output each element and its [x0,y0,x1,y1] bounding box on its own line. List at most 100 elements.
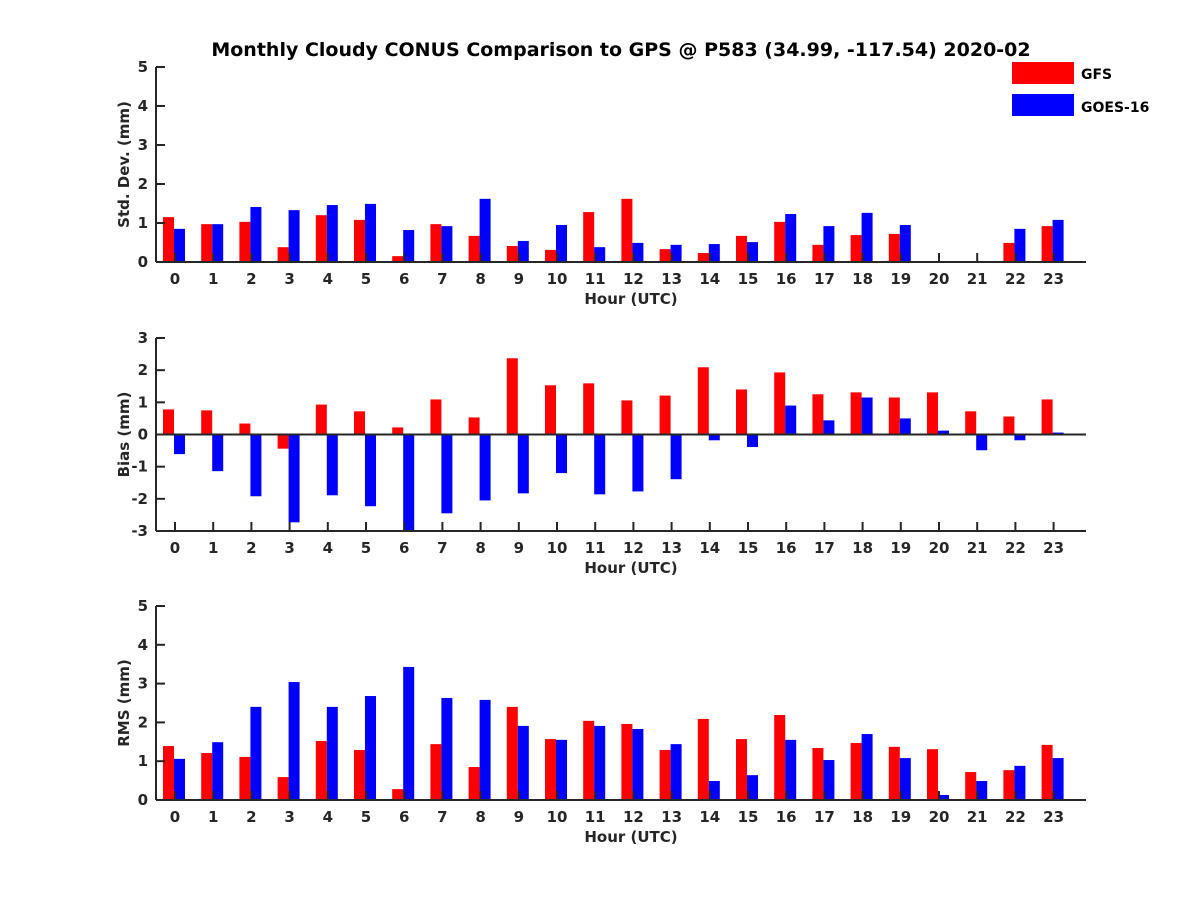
x-tick-label-bias: 6 [399,539,409,557]
bar-stddev-gfs-h12 [621,198,633,262]
x-tick-label-rms: 9 [514,808,524,826]
x-tick-label-bias: 2 [246,539,256,557]
x-tick-label-stddev: 8 [475,270,485,288]
y-tick-label-rms: 5 [138,597,148,615]
bar-rms-gfs-h23 [1041,744,1053,800]
x-tick-label-bias: 11 [585,539,606,557]
y-axis-label-stddev: Std. Dev. (mm) [115,101,133,228]
x-tick-label-stddev: 20 [929,270,950,288]
x-tick-label-stddev: 18 [852,270,873,288]
y-tick-label-bias: 1 [138,393,148,411]
bar-bias-goes16-h18 [861,397,873,435]
bar-rms-gfs-h18 [850,742,862,800]
y-axis-label-rms: RMS (mm) [115,659,133,746]
x-tick-label-rms: 22 [1005,808,1026,826]
x-tick-label-rms: 12 [623,808,644,826]
bar-stddev-goes16-h1 [212,224,224,262]
bar-rms-goes16-h8 [479,699,491,800]
x-tick-label-bias: 0 [170,539,180,557]
bar-rms-goes16-h5 [365,696,376,800]
bar-stddev-gfs-h8 [468,235,480,262]
bar-stddev-goes16-h5 [365,203,376,262]
bar-stddev-goes16-h9 [517,240,529,262]
bar-rms-gfs-h12 [621,723,633,800]
bar-rms-gfs-h19 [888,746,900,800]
bar-stddev-gfs-h13 [659,249,671,262]
x-tick-label-rms: 0 [170,808,180,826]
y-tick-label-rms: 0 [138,791,148,809]
bar-stddev-gfs-h19 [888,233,900,262]
x-tick-label-rms: 5 [361,808,371,826]
x-tick-label-bias: 7 [437,539,447,557]
bar-stddev-gfs-h22 [1003,242,1015,262]
bar-stddev-gfs-h18 [850,235,862,262]
y-tick-label-bias: -2 [131,490,148,508]
bar-rms-gfs-h22 [1003,770,1015,800]
bar-stddev-goes16-h14 [708,244,720,262]
x-tick-label-rms: 23 [1043,808,1064,826]
bar-bias-gfs-h12 [621,400,633,435]
bar-bias-gfs-h3 [277,434,289,449]
x-tick-label-rms: 3 [284,808,294,826]
bar-bias-gfs-h15 [736,389,747,435]
bar-rms-goes16-h14 [708,780,720,800]
x-tick-label-bias: 18 [852,539,873,557]
bar-stddev-goes16-h8 [479,198,491,262]
x-tick-label-stddev: 15 [738,270,759,288]
x-tick-label-stddev: 22 [1005,270,1026,288]
bar-bias-goes16-h8 [479,434,491,501]
x-axis-label-stddev: Hour (UTC) [584,290,677,308]
bar-rms-gfs-h9 [506,706,518,800]
y-tick-label-rms: 3 [138,675,148,693]
y-tick-label-stddev: 5 [138,58,148,76]
y-tick-label-stddev: 0 [138,253,148,271]
y-tick-label-stddev: 4 [138,97,148,115]
bar-rms-goes16-h19 [899,758,911,800]
bar-bias-gfs-h7 [430,399,442,435]
bar-bias-gfs-h1 [201,410,213,435]
bar-rms-goes16-h15 [747,775,758,800]
x-tick-label-bias: 8 [475,539,485,557]
x-tick-label-stddev: 3 [284,270,294,288]
bar-rms-goes16-h11 [594,725,606,800]
bar-rms-goes16-h3 [288,682,300,800]
bar-stddev-gfs-h2 [239,221,251,262]
y-tick-label-bias: -3 [131,522,148,540]
bar-stddev-gfs-h11 [583,212,595,262]
bar-bias-gfs-h14 [697,367,709,435]
x-tick-label-bias: 14 [699,539,720,557]
x-tick-label-rms: 11 [585,808,606,826]
bar-rms-goes16-h0 [174,758,185,800]
x-tick-label-bias: 20 [929,539,950,557]
x-tick-label-rms: 6 [399,808,409,826]
bar-rms-goes16-h21 [976,780,988,800]
bar-rms-gfs-h7 [430,744,442,800]
y-tick-label-rms: 1 [138,752,148,770]
bar-stddev-gfs-h16 [774,221,786,262]
x-tick-label-stddev: 9 [514,270,524,288]
bar-stddev-gfs-h5 [354,219,365,262]
x-tick-label-stddev: 16 [776,270,797,288]
bar-stddev-goes16-h7 [441,226,453,262]
x-tick-label-bias: 12 [623,539,644,557]
bar-bias-goes16-h7 [441,434,453,514]
x-tick-label-stddev: 4 [323,270,333,288]
chart-title: Monthly Cloudy CONUS Comparison to GPS @… [211,39,1030,61]
bar-rms-gfs-h11 [583,720,595,800]
x-tick-label-stddev: 14 [699,270,720,288]
bar-stddev-gfs-h23 [1041,226,1053,262]
bar-stddev-goes16-h6 [403,230,415,262]
bar-stddev-goes16-h12 [632,242,644,262]
bar-stddev-gfs-h15 [736,235,747,262]
bar-bias-goes16-h9 [517,434,529,494]
bar-bias-goes16-h19 [899,418,911,435]
bar-bias-goes16-h14 [708,434,720,441]
bar-stddev-gfs-h6 [392,256,404,262]
y-tick-label-bias: 3 [138,329,148,347]
bar-bias-goes16-h11 [594,434,606,495]
x-tick-label-stddev: 0 [170,270,180,288]
bar-rms-goes16-h6 [403,666,415,800]
bar-bias-goes16-h20 [938,430,949,435]
legend-label-goes16: GOES-16 [1081,100,1149,116]
